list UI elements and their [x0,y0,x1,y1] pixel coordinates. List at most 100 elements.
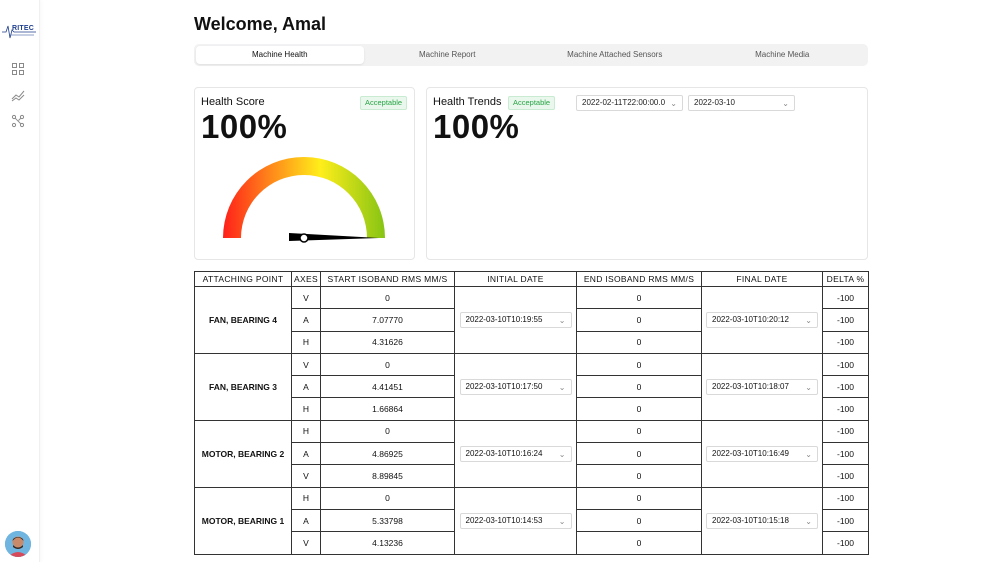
health-trends-title: Health Trends [433,96,502,108]
final-date-cell: 2022-03-10T10:16:49 ⌄ [701,419,823,488]
end-value-cell: 0 [576,375,702,399]
final-date-select[interactable]: 2022-03-10T10:15:18 ⌄ [706,512,818,529]
start-value-cell: 4.31626 [320,330,455,354]
axis-cell: A [291,508,321,533]
initial-date-value: 2022-03-10T10:14:53 [465,515,543,525]
delta-cell: -100 [822,531,869,555]
attaching-point-cell: FAN, BEARING 3 [194,352,292,421]
attaching-point-cell: FAN, BEARING 4 [194,286,292,354]
tab-machine-attached-sensors[interactable]: Machine Attached Sensors [567,50,663,59]
start-value-cell: 0 [320,419,455,444]
end-value-cell: 0 [576,464,702,488]
tab-machine-media[interactable]: Machine Media [755,50,810,59]
health-score-status-badge: Acceptable [360,96,408,110]
delta-cell: -100 [822,486,869,510]
start-value-cell: 0 [320,285,455,310]
end-value-cell: 0 [576,486,702,510]
final-date-value: 2022-03-10T10:16:49 [712,448,789,458]
tab-machine-report[interactable]: Machine Report [419,50,476,59]
health-trends-value: 100% [433,108,520,145]
axis-cell: H [291,397,321,421]
end-value-cell: 0 [576,330,702,354]
table-row: FAN, BEARING 3 V 0 2022-03-10T10:17:50 ⌄ … [194,352,869,421]
sidebar: RITEC [0,0,40,562]
final-date-value: 2022-03-10T10:18:07 [712,381,789,391]
final-date-select[interactable]: 2022-03-10T10:18:07 ⌄ [706,378,818,395]
axis-cell: V [291,352,321,377]
chart-icon[interactable] [11,88,25,102]
start-value-cell: 1.66864 [320,397,455,421]
table-header-row: ATTACHING POINT AXES START ISOBAND RMS M… [194,271,869,287]
delta-cell: -100 [822,308,869,332]
table-row: MOTOR, BEARING 1 H 0 2022-03-10T10:14:53… [194,486,869,555]
delta-cell: -100 [822,464,869,488]
initial-date-select[interactable]: 2022-03-10T10:19:55 ⌄ [459,311,572,328]
trend-start-date-select[interactable]: 2022-02-11T22:00:00.0 ⌄ [576,95,683,111]
initial-date-select[interactable]: 2022-03-10T10:17:50 ⌄ [459,378,572,395]
header-end-isoband: END ISOBAND RMS MM/S [576,271,702,287]
end-value-cell: 0 [576,308,702,332]
chevron-down-icon: ⌄ [558,449,566,459]
start-value-cell: 4.41451 [320,375,455,399]
header-attaching-point: ATTACHING POINT [194,271,292,287]
axis-cell: V [291,285,321,310]
user-avatar[interactable] [5,531,31,557]
health-gauge [223,157,385,243]
delta-cell: -100 [822,375,869,399]
end-value-cell: 0 [576,442,702,466]
health-trends-card: Health Trends Acceptable 100% 2022-02-11… [426,87,868,260]
isoband-table: ATTACHING POINT AXES START ISOBAND RMS M… [194,271,869,555]
table-row: FAN, BEARING 4 V 0 2022-03-10T10:19:55 ⌄ … [194,285,869,354]
health-score-card: Health Score Acceptable 100% [194,87,415,260]
health-score-title: Health Score [201,96,265,108]
ritec-logo[interactable]: RITEC [2,22,36,40]
initial-date-value: 2022-03-10T10:16:24 [465,448,543,458]
chevron-down-icon: ⌄ [558,382,566,392]
table-row: V 4.13236 0 -100 [195,531,869,555]
axis-cell: A [291,308,321,332]
delta-cell: -100 [822,397,869,421]
health-trends-status-badge: Acceptable [508,96,556,110]
final-date-value: 2022-03-10T10:15:18 [712,515,789,525]
delta-cell: -100 [822,419,869,444]
delta-cell: -100 [822,285,869,310]
axis-cell: V [291,464,321,488]
table-row: MOTOR, BEARING 2 H 0 2022-03-10T10:16:24… [194,419,869,488]
tab-bar: Machine Health Machine Report Machine At… [194,44,868,66]
end-value-cell: 0 [576,508,702,533]
initial-date-cell: 2022-03-10T10:16:24 ⌄ [454,419,577,488]
end-value-cell: 0 [576,397,702,421]
axis-cell: V [291,531,321,555]
dashboard-icon[interactable] [11,62,25,76]
start-value-cell: 7.07770 [320,308,455,332]
start-value-cell: 4.13236 [320,531,455,555]
end-value-cell: 0 [576,352,702,377]
page-title: Welcome, Amal [194,14,327,34]
final-date-value: 2022-03-10T10:20:12 [712,314,789,324]
trend-end-date-select[interactable]: 2022-03-10 ⌄ [688,95,795,111]
header-initial-date: INITIAL DATE [454,271,577,287]
delta-cell: -100 [822,508,869,533]
final-date-select[interactable]: 2022-03-10T10:20:12 ⌄ [706,311,818,328]
chevron-down-icon: ⌄ [805,516,812,526]
chevron-down-icon: ⌄ [670,99,677,108]
final-date-cell: 2022-03-10T10:20:12 ⌄ [701,286,823,354]
trend-start-date-value: 2022-02-11T22:00:00.0 [582,98,666,107]
start-value-cell: 8.89845 [320,464,455,488]
initial-date-select[interactable]: 2022-03-10T10:14:53 ⌄ [459,512,572,529]
tab-machine-health[interactable]: Machine Health [196,46,364,64]
initial-date-value: 2022-03-10T10:17:50 [465,381,543,391]
header-final-date: FINAL DATE [701,271,823,287]
end-value-cell: 0 [576,285,702,310]
initial-date-select[interactable]: 2022-03-10T10:16:24 ⌄ [459,445,572,462]
initial-date-cell: 2022-03-10T10:19:55 ⌄ [454,286,577,354]
chevron-down-icon: ⌄ [558,315,566,325]
table-row: A 5.33798 0 -100 [195,508,869,533]
final-date-cell: 2022-03-10T10:15:18 ⌄ [701,486,823,555]
header-axes: AXES [291,271,321,287]
sensors-icon[interactable] [11,114,25,128]
header-start-isoband: START ISOBAND RMS MM/S [320,271,455,287]
chevron-down-icon: ⌄ [558,516,566,526]
final-date-select[interactable]: 2022-03-10T10:16:49 ⌄ [706,445,818,462]
start-value-cell: 4.86925 [320,442,455,466]
